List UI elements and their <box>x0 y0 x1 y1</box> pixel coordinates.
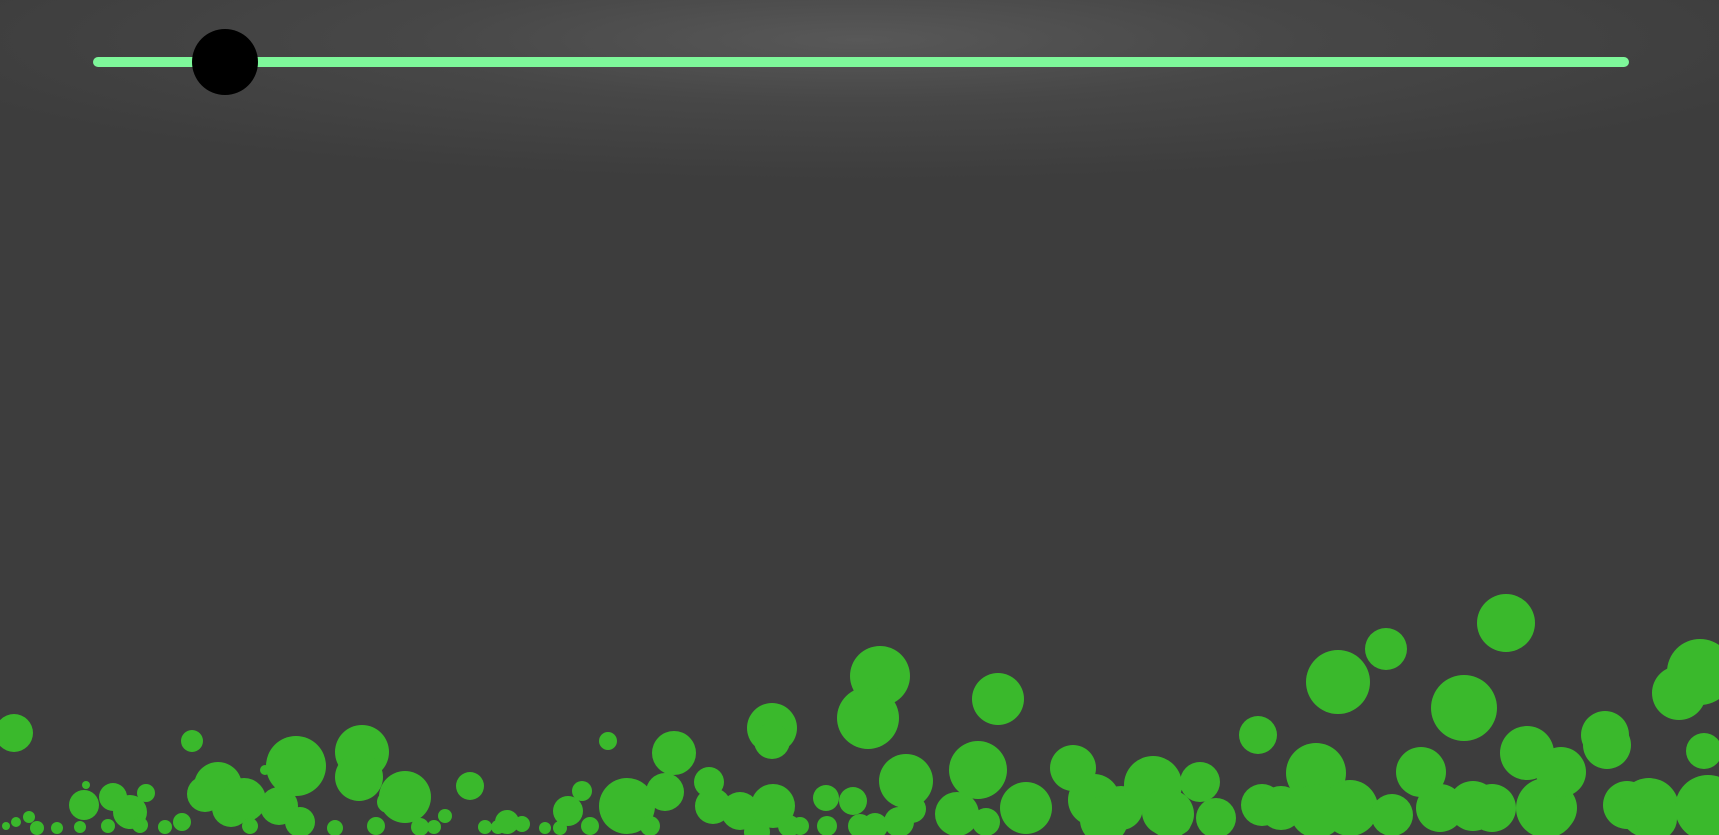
bubble <box>1477 594 1535 652</box>
bubble <box>754 723 790 759</box>
bubble <box>1396 747 1446 797</box>
bubble <box>222 778 266 822</box>
bubble <box>1667 639 1719 705</box>
bubble <box>266 736 326 796</box>
bubble <box>1536 747 1586 797</box>
bubble <box>879 754 933 808</box>
bubble <box>367 817 385 835</box>
bubble <box>791 817 809 835</box>
bubble <box>1239 716 1277 754</box>
bubble <box>721 792 759 830</box>
bubble <box>652 731 696 775</box>
bubble <box>599 778 655 834</box>
bubble <box>69 790 99 820</box>
bubble <box>427 820 441 834</box>
bubble <box>285 807 315 835</box>
bubble <box>456 772 484 800</box>
bubble <box>327 820 343 835</box>
bubble <box>1675 775 1719 835</box>
bubble <box>949 741 1007 799</box>
bubble <box>553 796 583 826</box>
bubble <box>1169 812 1191 834</box>
bubble <box>817 816 837 835</box>
bubble <box>862 813 888 835</box>
bubble <box>1431 675 1497 741</box>
bubble <box>101 819 115 833</box>
bubble <box>514 816 530 832</box>
bubble <box>813 785 839 811</box>
bubble <box>599 732 617 750</box>
bubble <box>0 714 33 752</box>
bubble <box>411 818 429 835</box>
bubble <box>1468 784 1516 832</box>
bubble <box>898 795 926 823</box>
bubble <box>438 809 452 823</box>
bubble <box>646 773 684 811</box>
bubble <box>74 821 86 833</box>
bubble <box>2 822 10 830</box>
bubble <box>181 730 203 752</box>
bubble <box>30 821 44 835</box>
bubble <box>1180 762 1220 802</box>
bubble <box>935 792 979 835</box>
bubble <box>82 781 90 789</box>
bubble <box>173 813 191 831</box>
bubble <box>640 816 660 835</box>
bubble <box>972 673 1024 725</box>
bubble <box>1000 782 1052 834</box>
bubble <box>581 817 599 835</box>
bubble <box>1306 650 1370 714</box>
bubble <box>478 820 492 834</box>
bubble <box>335 753 383 801</box>
bubble <box>23 811 35 823</box>
bubble <box>242 818 258 834</box>
bubble <box>1686 733 1719 769</box>
bubble <box>11 817 21 827</box>
bubble <box>539 822 551 834</box>
bubble <box>572 781 592 801</box>
bubble <box>1365 628 1407 670</box>
bubble <box>132 817 148 833</box>
bubble <box>495 810 519 834</box>
slider-track[interactable] <box>93 57 1629 67</box>
bubble <box>972 808 1000 835</box>
bubble <box>1583 721 1631 769</box>
bubble <box>158 820 172 834</box>
bubble <box>51 822 63 834</box>
slider-handle[interactable] <box>192 29 259 95</box>
bubble <box>1635 798 1677 835</box>
bubble <box>839 787 867 815</box>
bubble <box>1371 794 1413 835</box>
bubble <box>1196 798 1236 835</box>
bubble <box>137 784 155 802</box>
bubble <box>1322 780 1378 835</box>
bubble <box>379 771 431 823</box>
bubble <box>837 687 899 749</box>
